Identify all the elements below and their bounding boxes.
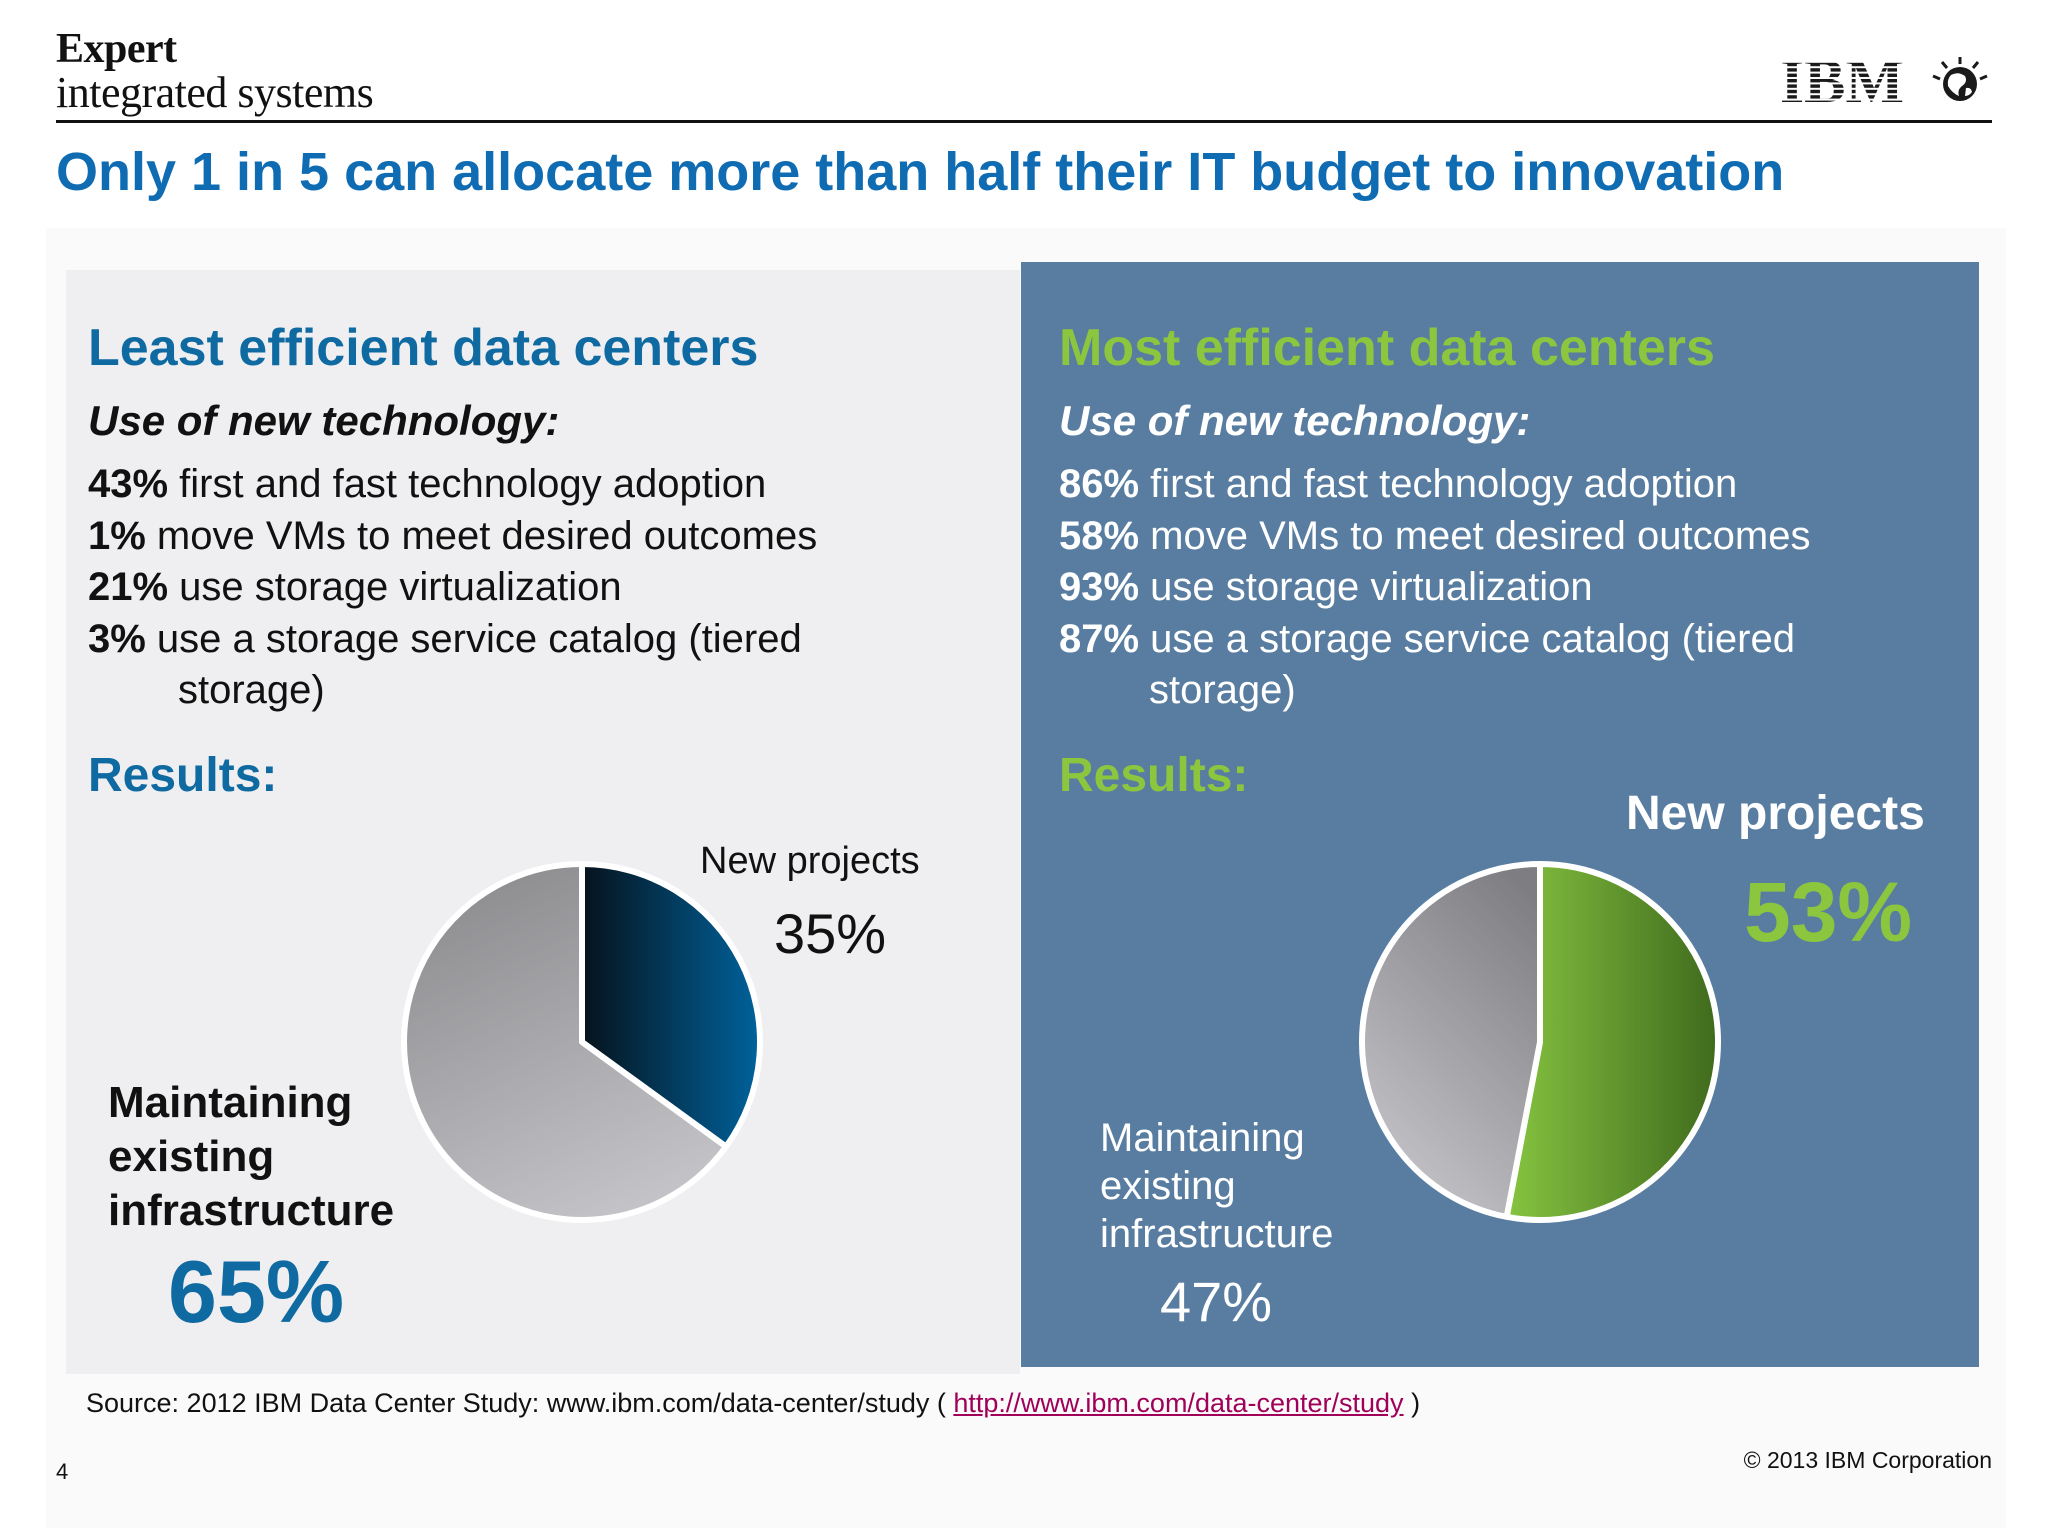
right-stat-item: 93% use storage virtualization — [1059, 562, 1810, 614]
label-line: Maintaining — [1100, 1116, 1305, 1160]
left-panel-title: Least efficient data centers — [88, 319, 759, 377]
most-efficient-pie-chart — [1359, 861, 1721, 1223]
least-efficient-pie-chart — [401, 861, 763, 1223]
pie-slice-new-projects — [579, 861, 763, 1150]
stat-text: move VMs to meet desired outcomes — [1139, 513, 1811, 558]
right-maintaining-label: Maintaining existing infrastructure — [1100, 1114, 1333, 1258]
stat-text: use storage virtualization — [168, 565, 622, 609]
label-line: infrastructure — [108, 1186, 395, 1235]
left-stat-item: 21% use storage virtualization — [88, 562, 817, 614]
source-text: Source: 2012 IBM Data Center Study: www.… — [86, 1388, 954, 1418]
right-stat-item: 87% use a storage service catalog (tiere… — [1059, 614, 1810, 666]
left-maintaining-percent: 65% — [168, 1242, 345, 1341]
right-new-projects-percent: 53% — [1744, 865, 1913, 959]
label-line: existing — [1100, 1164, 1236, 1208]
brand-logo: Expert integrated systems — [56, 26, 486, 116]
ibm-logo: IBM — [1780, 52, 1988, 112]
right-stats-list: 86% first and fast technology adoption 5… — [1059, 459, 1810, 717]
stat-value: 93% — [1059, 565, 1140, 609]
right-panel-title: Most efficient data centers — [1059, 319, 1715, 377]
header-divider — [56, 120, 1992, 123]
stat-text-continued: storage) — [178, 668, 325, 712]
left-results-heading: Results: — [88, 749, 278, 802]
left-stats-list: 43% first and fast technology adoption 1… — [88, 459, 817, 717]
left-stat-item: 1% move VMs to meet desired outcomes — [88, 511, 817, 563]
left-maintaining-label: Maintaining existing infrastructure — [108, 1076, 394, 1238]
source-citation: Source: 2012 IBM Data Center Study: www.… — [86, 1386, 1420, 1420]
stat-text: use a storage service catalog (tiered — [1139, 616, 1795, 661]
right-new-projects-label: New projects — [1626, 787, 1925, 840]
stat-value: 3% — [88, 616, 146, 661]
brand-line-expert: Expert — [56, 26, 177, 72]
ibm-logo-text: IBM — [1780, 52, 1904, 112]
stat-value: 21% — [88, 565, 169, 609]
left-new-projects-label: New projects — [700, 840, 920, 882]
left-stat-item: 3% use a storage service catalog (tiered — [88, 614, 817, 666]
slide-title: Only 1 in 5 can allocate more than half … — [56, 142, 1785, 202]
globe-icon — [1932, 57, 1988, 101]
right-panel-subtitle: Use of new technology: — [1059, 397, 1531, 444]
right-results-heading: Results: — [1059, 749, 1249, 802]
label-line: Maintaining — [108, 1078, 353, 1127]
copyright: © 2013 IBM Corporation — [1743, 1447, 1992, 1473]
left-new-projects-percent: 35% — [774, 902, 887, 965]
pie-slice-new-projects — [1503, 861, 1721, 1223]
pie-slice-maintaining-existing-infrastructure — [401, 861, 730, 1223]
pie-slice-maintaining-existing-infrastructure — [1359, 861, 1543, 1220]
source-text-end: ) — [1403, 1388, 1421, 1418]
label-line: infrastructure — [1100, 1212, 1334, 1256]
left-panel-subtitle: Use of new technology: — [88, 397, 560, 444]
brand-line-integrated-systems: integrated systems — [56, 68, 374, 117]
stat-text: use storage virtualization — [1139, 565, 1593, 609]
stat-text: first and fast technology adoption — [1139, 462, 1738, 506]
stat-text: move VMs to meet desired outcomes — [145, 513, 818, 558]
stat-value: 43% — [88, 462, 169, 506]
stat-value: 1% — [88, 513, 146, 558]
stat-text: first and fast technology adoption — [168, 462, 767, 506]
right-stat-item: 58% move VMs to meet desired outcomes — [1059, 511, 1810, 563]
page-number: 4 — [56, 1459, 69, 1484]
label-line: existing — [108, 1132, 275, 1181]
stat-value: 86% — [1059, 462, 1140, 506]
right-maintaining-percent: 47% — [1160, 1270, 1273, 1333]
stat-value: 87% — [1059, 616, 1140, 661]
left-stat-item: 43% first and fast technology adoption — [88, 459, 817, 511]
source-link[interactable]: http://www.ibm.com/data-center/study — [953, 1388, 1404, 1418]
stat-text-continued: storage) — [1149, 668, 1296, 712]
stat-value: 58% — [1059, 513, 1140, 558]
stat-text: use a storage service catalog (tiered — [145, 616, 802, 661]
right-stat-item: 86% first and fast technology adoption — [1059, 459, 1810, 511]
